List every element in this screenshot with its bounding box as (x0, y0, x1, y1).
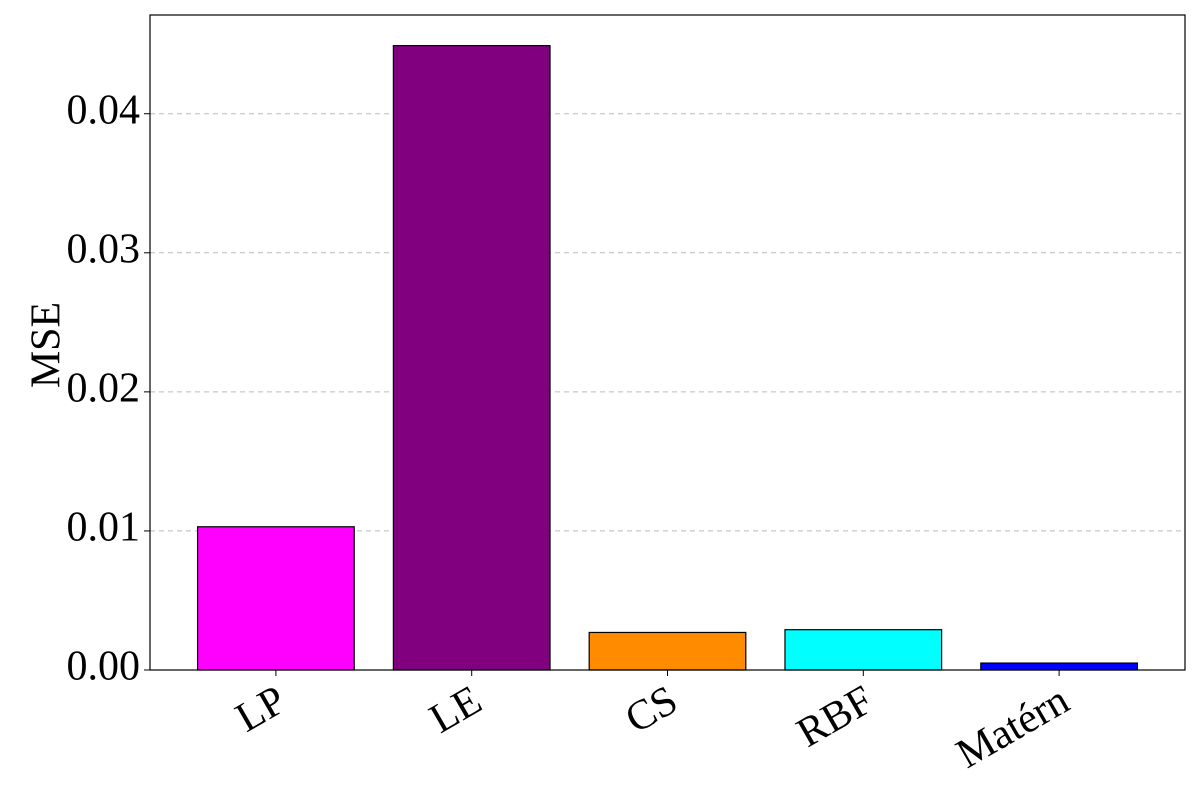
x-tick-label: Matérn (949, 677, 1077, 777)
y-tick-label: 0.00 (67, 644, 141, 690)
bar (196, 526, 355, 671)
y-tick-label: 0.03 (67, 226, 141, 272)
bar (392, 44, 551, 671)
x-tick-label: CS (618, 677, 685, 743)
y-tick-label: 0.04 (67, 87, 141, 133)
x-tick-label: RBF (789, 677, 881, 757)
bar (784, 629, 943, 671)
x-tick-label: LE (422, 677, 489, 742)
bar (980, 662, 1139, 671)
y-tick-label: 0.02 (67, 366, 141, 412)
y-axis-label: MSE (24, 302, 70, 388)
bar (588, 631, 747, 671)
y-tick-label: 0.01 (67, 505, 141, 551)
x-tick-label: LP (228, 677, 293, 741)
plot-frame (149, 14, 1186, 671)
